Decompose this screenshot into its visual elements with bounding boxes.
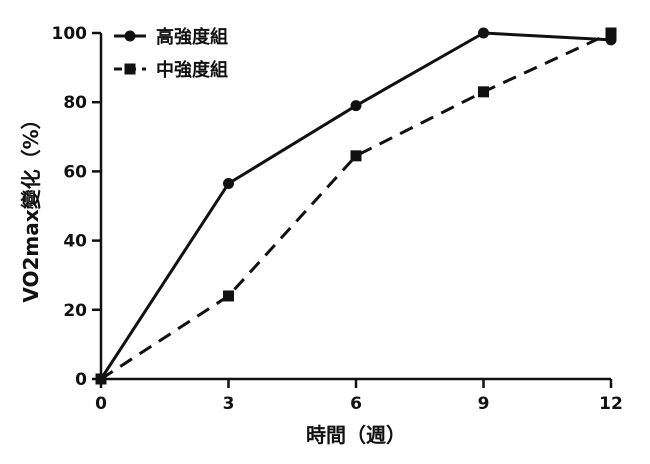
series-line bbox=[100, 31, 612, 381]
data-point-circle bbox=[605, 34, 617, 46]
data-point-square bbox=[605, 27, 617, 39]
legend-entry: 高強度組 bbox=[114, 26, 228, 48]
axes bbox=[99, 33, 611, 381]
series-layer bbox=[95, 27, 617, 385]
data-point-circle bbox=[223, 178, 234, 190]
data-point-circle bbox=[350, 100, 362, 112]
legend-marker-square bbox=[124, 63, 136, 75]
series-square bbox=[95, 27, 617, 385]
y-tick-label: 0 bbox=[75, 370, 87, 390]
y-tick-label: 60 bbox=[63, 162, 87, 182]
data-point-circle bbox=[478, 27, 489, 39]
x-ticks: 0 3 6 9 12 bbox=[95, 379, 623, 414]
series-circle bbox=[95, 27, 617, 385]
data-point-circle bbox=[95, 373, 107, 385]
x-tick-label: 3 bbox=[223, 394, 235, 414]
legend-label: 中強度組 bbox=[156, 59, 228, 81]
x-tick-label: 0 bbox=[95, 394, 107, 414]
y-tick-label: 100 bbox=[52, 24, 88, 44]
y-tick-label: 80 bbox=[63, 93, 87, 113]
x-tick-label: 6 bbox=[350, 394, 362, 414]
x-tick-label: 12 bbox=[599, 394, 623, 414]
series-line bbox=[99, 31, 612, 380]
y-ticks: 0 20 40 60 80 100 bbox=[52, 24, 101, 390]
legend-marker-circle bbox=[124, 30, 136, 42]
data-point-square bbox=[350, 150, 362, 162]
legend-label: 高強度組 bbox=[156, 26, 228, 48]
legend-entry: 中強度組 bbox=[114, 59, 228, 81]
x-axis-title: 時間（週） bbox=[306, 423, 406, 447]
y-tick-label: 40 bbox=[63, 232, 87, 252]
y-tick-label: 20 bbox=[63, 301, 87, 321]
data-point-square bbox=[223, 290, 234, 302]
y-axis-title: VO2max變化（%） bbox=[19, 109, 43, 302]
x-tick-label: 9 bbox=[478, 394, 490, 414]
data-point-square bbox=[478, 86, 489, 98]
